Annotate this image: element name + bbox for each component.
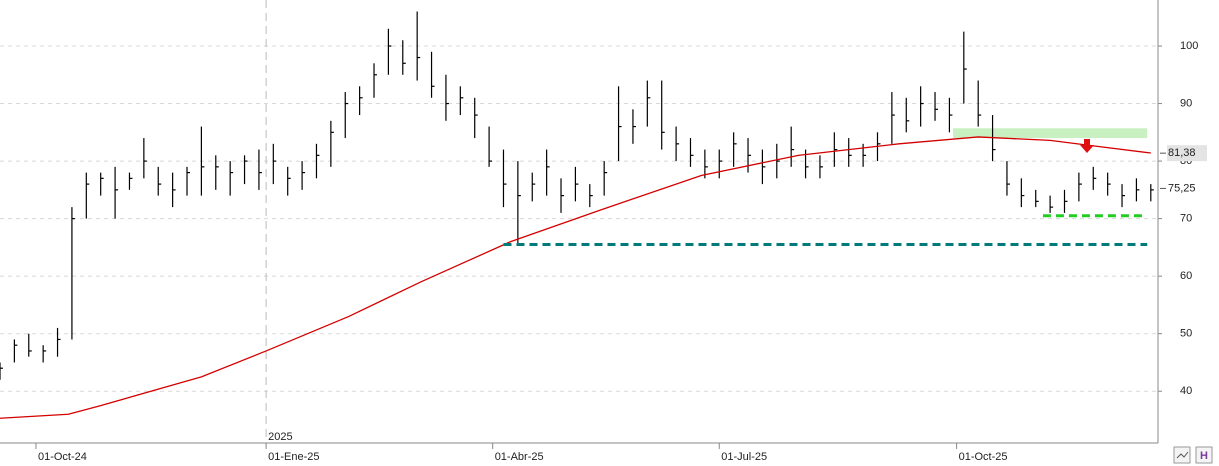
y-tick-label: 50 xyxy=(1180,328,1192,340)
x-tick-label: 01-Oct-24 xyxy=(38,451,87,463)
tool-icon: H xyxy=(1200,450,1208,462)
x-tick-label: 01-Jul-25 xyxy=(721,451,767,463)
arrow-annotation xyxy=(1080,139,1094,153)
tool-icon xyxy=(1176,451,1189,459)
price-label: 75,25 xyxy=(1168,182,1196,194)
year-label: 2025 xyxy=(268,431,292,443)
price-label-box xyxy=(1167,145,1207,162)
x-tick-label: 01-Ene-25 xyxy=(268,451,319,463)
y-tick-label: 70 xyxy=(1180,213,1192,225)
tool-button[interactable] xyxy=(1195,446,1213,464)
y-tick-label: 60 xyxy=(1180,270,1192,282)
x-tick-label: 01-Abr-25 xyxy=(495,451,544,463)
y-tick-label: 40 xyxy=(1180,385,1192,397)
moving-average xyxy=(0,136,1151,419)
resistance-band xyxy=(953,128,1148,139)
x-tick-label: 01-Oct-25 xyxy=(959,451,1008,463)
y-tick-label: 90 xyxy=(1180,97,1192,109)
price-label: 81,38 xyxy=(1168,147,1196,159)
price-label-box xyxy=(1167,180,1207,197)
y-tick-label: 100 xyxy=(1180,40,1198,52)
